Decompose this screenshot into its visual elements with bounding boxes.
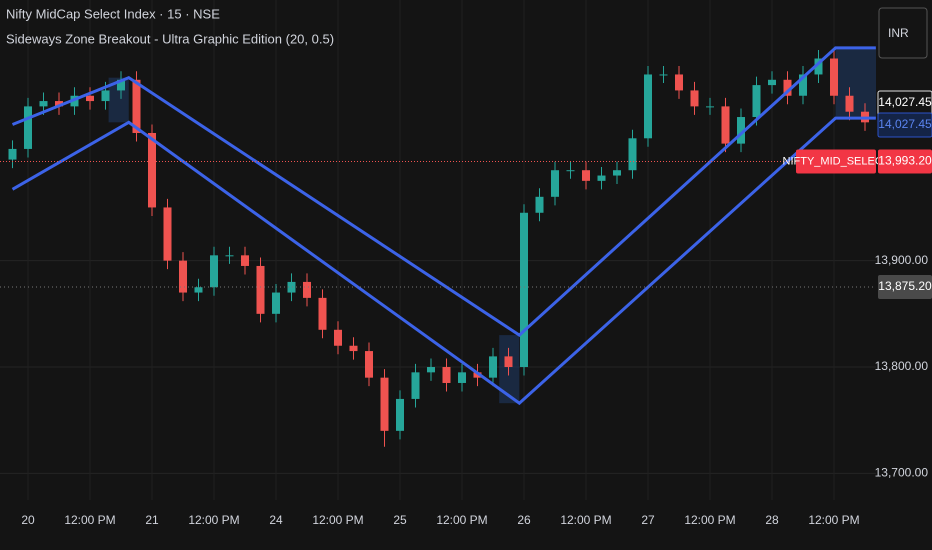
candle-body (644, 74, 652, 139)
candle-body (287, 281, 296, 293)
symbol-price: 13,993.20 (878, 154, 932, 168)
channel-line (11, 116, 876, 406)
indicator-price-box (877, 112, 932, 138)
currency: INR (888, 26, 909, 40)
candle-body (752, 85, 761, 118)
candle-body (845, 95, 854, 112)
candle-body (535, 196, 544, 213)
candle-body (799, 74, 807, 96)
y-tick-label: 13,700.00 (875, 466, 929, 480)
zone-box (835, 47, 876, 119)
last-price: 14,027.45 (878, 95, 932, 109)
x-tick-label: 12:00 PM (684, 513, 735, 527)
candle-body (721, 106, 730, 144)
candle-body (365, 351, 373, 378)
candle-body (706, 106, 714, 108)
candle-body (551, 170, 559, 197)
candle-body (504, 356, 513, 368)
candle-body (132, 79, 141, 133)
axis: 13,700.00 13,800.00 13,900.00 20 12:00 PM 21 1… (21, 90, 932, 527)
symbol-price-box (878, 149, 932, 174)
x-tick-label: 12:00 PM (312, 513, 363, 527)
x-tick-label: 27 (641, 513, 655, 527)
zone-box (499, 335, 520, 404)
candle-body (225, 255, 234, 257)
candle-body (427, 367, 435, 373)
candle-body (659, 74, 668, 76)
x-tick-label: 12:00 PM (188, 513, 239, 527)
candle-body (566, 170, 575, 172)
candle-body (334, 329, 342, 346)
candle-body (396, 398, 404, 431)
x-tick-label: 24 (269, 513, 283, 527)
x-tick-label: 25 (393, 513, 407, 527)
candle-body (86, 95, 94, 102)
symbol-tag-box (796, 149, 876, 174)
x-tick-label: 26 (517, 513, 531, 527)
candle-body (737, 117, 745, 144)
candle-body (814, 58, 823, 75)
x-tick-label: 21 (145, 513, 159, 527)
candle-body (117, 79, 125, 91)
candle-body (8, 148, 17, 160)
candle-body (582, 170, 590, 181)
x-tick-label: 20 (21, 513, 35, 527)
candle-body (458, 372, 466, 383)
candle-body (179, 260, 187, 293)
x-tick-label: 12:00 PM (808, 513, 859, 527)
candle-body (303, 281, 311, 298)
candle-body (163, 207, 172, 261)
plot (0, 46, 876, 447)
candle-body (628, 138, 637, 171)
chart-title: Nifty MidCap Select Index · 15 · NSE (6, 6, 220, 21)
x-tick-label: 12:00 PM (64, 513, 115, 527)
candle-body (148, 132, 156, 208)
y-tick-label: 13,900.00 (875, 253, 929, 267)
symbol-tag: NIFTY_MID_SELECT (783, 155, 890, 167)
candle-body (675, 74, 683, 91)
candle-body (690, 90, 699, 107)
candle-body (241, 255, 249, 266)
candle-body (597, 175, 606, 181)
cursor-price: 13,875.20 (878, 279, 932, 293)
candle-body (318, 297, 327, 330)
x-tick-label: 28 (765, 513, 779, 527)
candle-body (442, 367, 451, 383)
candle-body (613, 170, 621, 176)
candle-body (473, 372, 482, 378)
currency-box[interactable] (878, 7, 928, 59)
candle-body (489, 356, 497, 378)
x-tick-label: 12:00 PM (436, 513, 487, 527)
candle-body (768, 79, 776, 86)
candle-body (194, 287, 203, 293)
candle-body (101, 90, 110, 102)
channel-line (11, 46, 876, 337)
candle-body (256, 265, 265, 314)
candle-body (830, 58, 838, 96)
y-tick-label: 13,800.00 (875, 359, 929, 373)
candle-body (210, 255, 218, 288)
candle-body (349, 345, 358, 352)
candle-body (24, 106, 32, 149)
x-tick-label: 12:00 PM (560, 513, 611, 527)
indicator-title: Sideways Zone Breakout - Ultra Graphic E… (6, 31, 334, 46)
candle-body (380, 377, 389, 431)
candle-body (520, 212, 528, 368)
candle-body (783, 79, 792, 96)
grid (0, 0, 876, 500)
candle-body (39, 101, 48, 107)
cursor-price-box (878, 275, 932, 300)
candle-body (55, 101, 63, 107)
indicator-price: 14,027.45 (878, 117, 932, 131)
candle-body (411, 372, 420, 399)
candle-body (272, 292, 280, 314)
